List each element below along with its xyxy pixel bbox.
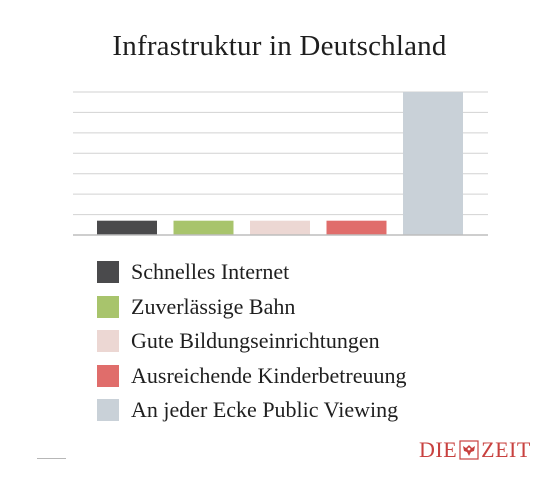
chart-legend: Schnelles Internet Zuverlässige Bahn Gute …	[97, 255, 517, 428]
legend-swatch	[97, 364, 119, 387]
logo-text-zeit: ZEIT	[481, 437, 531, 462]
legend-item: Ausreichende Kinderbetreuung	[97, 359, 517, 394]
legend-label: Zuverlässige Bahn	[131, 293, 296, 319]
legend-label: Ausreichende Kinderbetreuung	[131, 362, 407, 388]
legend-swatch	[97, 261, 119, 284]
die-zeit-logo: DIE ZEIT	[419, 438, 531, 462]
chart-title: Infrastruktur in Deutschland	[112, 30, 447, 62]
bar-4	[326, 220, 387, 235]
legend-swatch	[97, 330, 119, 353]
legend-swatch	[97, 295, 119, 318]
legend-item: Zuverlässige Bahn	[97, 290, 517, 325]
legend-item: An jeder Ecke Public Viewing	[97, 393, 517, 428]
legend-label: Gute Bildungseinrichtungen	[131, 328, 380, 354]
legend-item: Schnelles Internet	[97, 255, 517, 290]
bar-1	[97, 220, 157, 235]
footer-divider	[37, 458, 66, 459]
legend-label: Schnelles Internet	[131, 259, 290, 285]
eagle-emblem-icon	[459, 440, 479, 460]
logo-text-die: DIE	[419, 437, 458, 462]
bar-5	[403, 92, 463, 235]
legend-label: An jeder Ecke Public Viewing	[131, 397, 399, 423]
bar-2	[173, 220, 234, 235]
legend-swatch	[97, 399, 119, 422]
bar-3	[250, 220, 310, 235]
legend-item: Gute Bildungseinrichtungen	[97, 324, 517, 359]
